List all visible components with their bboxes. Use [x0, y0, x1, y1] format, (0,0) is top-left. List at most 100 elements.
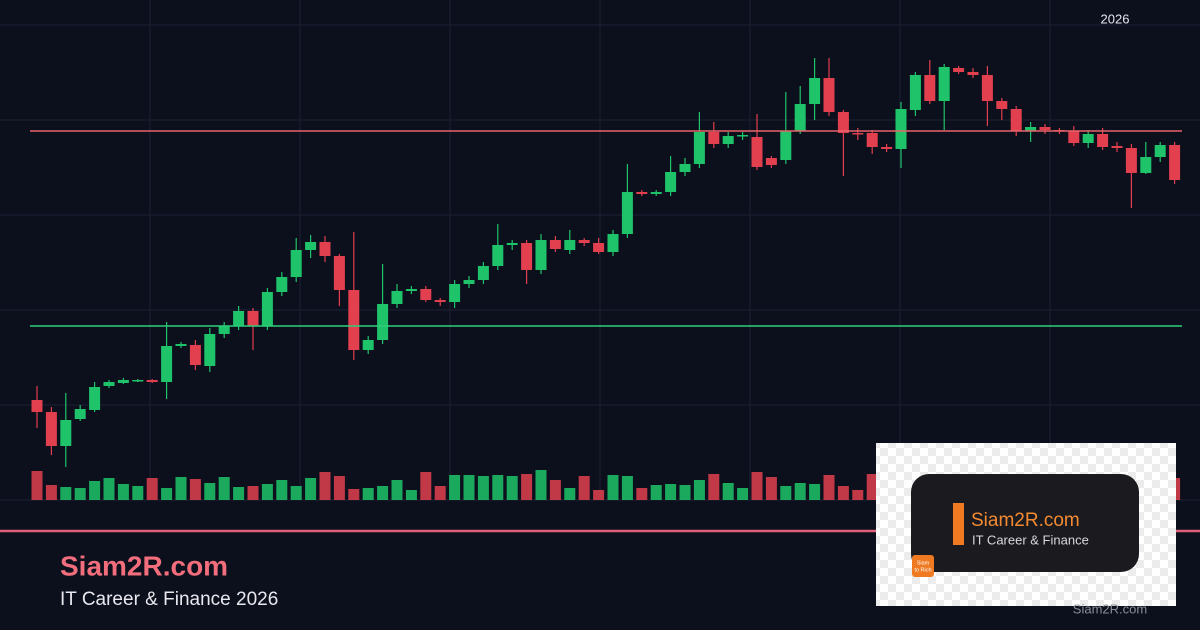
candle-body	[549, 240, 561, 249]
candle-body	[161, 346, 173, 382]
volume-bar	[463, 475, 475, 500]
volume-bar	[852, 490, 864, 500]
volume-bar	[218, 477, 230, 500]
candle-body	[1125, 148, 1137, 173]
volume-bar	[391, 480, 403, 500]
candle-body	[895, 109, 907, 149]
volume-bar	[737, 488, 749, 500]
volume-bar	[348, 489, 360, 500]
candle-body	[492, 245, 504, 266]
volume-bar	[866, 474, 878, 500]
volume-bar	[679, 485, 691, 500]
candle-body	[146, 380, 158, 382]
volume-bar	[477, 476, 489, 500]
candle-body	[1010, 109, 1022, 131]
candle-body	[981, 75, 993, 101]
candle-body	[708, 132, 720, 144]
candle-body	[693, 132, 705, 164]
candle-body	[175, 344, 187, 346]
volume-bar	[233, 487, 245, 500]
logo-card: Siam2R.com IT Career & Finance Siam to R…	[876, 443, 1176, 606]
volume-bar	[204, 483, 216, 500]
volume-bar	[290, 486, 302, 500]
volume-bar	[823, 475, 835, 500]
volume-bar	[305, 478, 317, 500]
volume-bar	[333, 476, 345, 500]
candle-body	[132, 380, 144, 382]
volume-bar	[535, 470, 547, 500]
volume-bar	[837, 486, 849, 500]
candle-body	[593, 243, 605, 252]
candle-body	[1169, 145, 1181, 180]
candle-body	[881, 147, 893, 149]
candle-body	[420, 289, 432, 300]
candle-body	[837, 112, 849, 133]
logo-bar	[953, 503, 964, 545]
volume-bar	[765, 477, 777, 500]
candle-body	[607, 234, 619, 252]
candle-body	[679, 164, 691, 172]
volume-bar	[521, 474, 533, 500]
candle-body	[665, 172, 677, 192]
volume-bar	[564, 488, 576, 500]
candle-body	[45, 412, 57, 446]
candle-body	[362, 340, 374, 350]
candle-body	[89, 387, 101, 410]
candle-body	[1068, 131, 1080, 143]
candle-body	[621, 192, 633, 234]
candle-body	[636, 192, 648, 194]
candle-body	[74, 409, 86, 419]
volume-bar	[593, 490, 605, 500]
candle-body	[823, 78, 835, 112]
logo-brand: Siam2R.com	[971, 510, 1080, 531]
volume-bar	[261, 484, 273, 500]
volume-bar	[319, 472, 331, 500]
volume-bar	[506, 476, 518, 500]
candle-body	[290, 250, 302, 277]
candle-body	[780, 131, 792, 160]
footer-tagline: IT Career & Finance 2026	[60, 589, 278, 610]
candle-body	[333, 256, 345, 290]
volume-bar	[45, 485, 57, 500]
candle-body	[564, 240, 576, 250]
candle-body	[722, 136, 734, 144]
candle-body	[924, 75, 936, 101]
candle-body	[866, 133, 878, 147]
volume-bar	[362, 488, 374, 500]
candle-body	[477, 266, 489, 280]
candle-body	[204, 334, 216, 366]
candle-body	[391, 291, 403, 304]
candle-body	[31, 400, 43, 412]
candle-body	[765, 158, 777, 165]
volume-bar	[578, 476, 590, 500]
candle-body	[60, 420, 72, 446]
logo-icon-text: Siam	[917, 560, 930, 566]
candle-body	[506, 243, 518, 245]
candle-body	[348, 290, 360, 350]
candle-body	[319, 242, 331, 256]
candle-body	[247, 311, 259, 326]
volume-bar	[621, 476, 633, 500]
volume-bar	[146, 478, 158, 500]
logo-tagline: IT Career & Finance	[972, 532, 1089, 547]
candle-body	[521, 243, 533, 270]
volume-bar	[607, 475, 619, 500]
candle-body	[261, 292, 273, 326]
volume-bar	[693, 480, 705, 500]
volume-bar	[794, 483, 806, 500]
candle-body	[103, 382, 115, 386]
candle-body	[1082, 134, 1094, 143]
candle-body	[794, 104, 806, 131]
candle-body	[233, 311, 245, 326]
volume-bar	[377, 486, 389, 500]
logo-icon-text: to Rich	[914, 567, 931, 573]
candle-body	[852, 133, 864, 135]
volume-bar	[549, 480, 561, 500]
volume-bar	[751, 472, 763, 500]
volume-bar	[175, 477, 187, 500]
volume-bar	[117, 484, 129, 500]
candle-body	[578, 240, 590, 243]
volume-bar	[161, 488, 173, 500]
candle-body	[650, 192, 662, 194]
volume-bar	[276, 480, 288, 500]
